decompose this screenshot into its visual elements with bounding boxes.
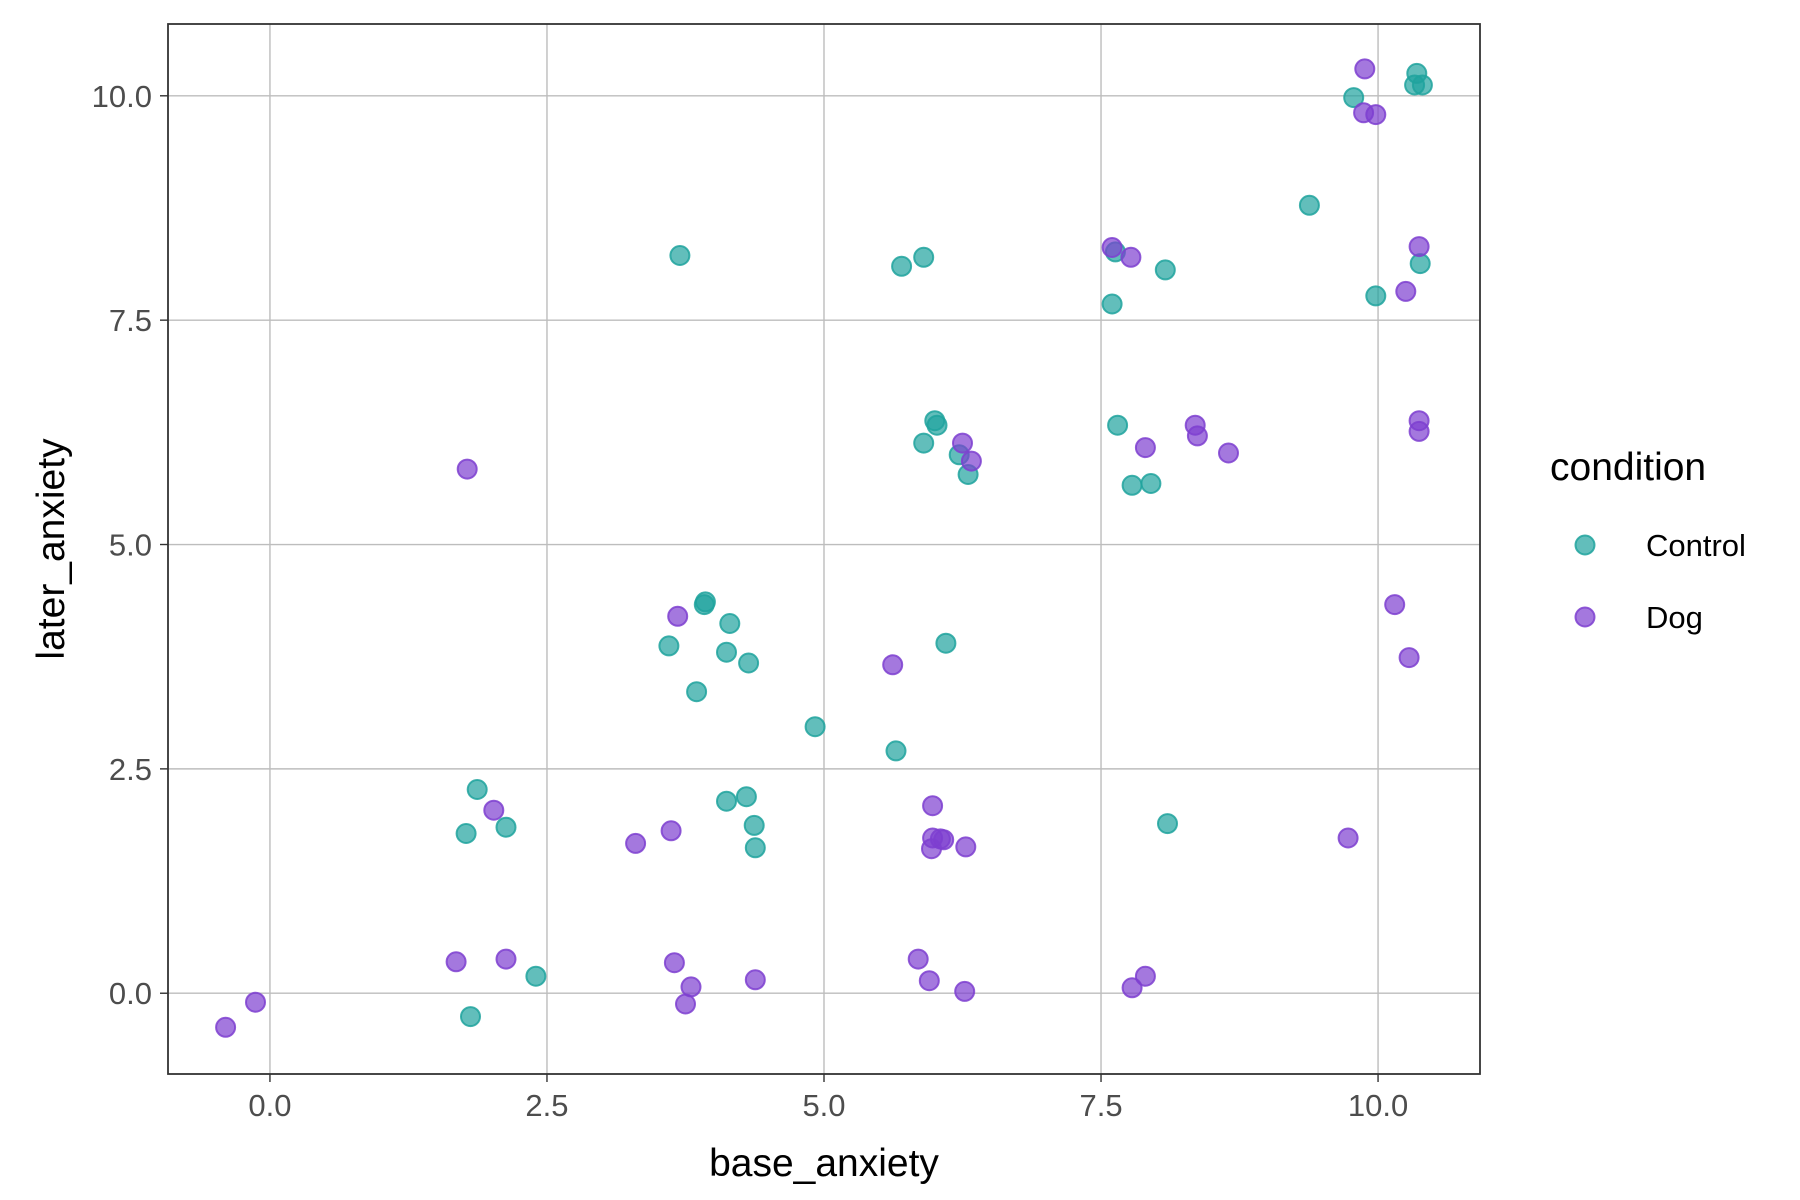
- dog-point-27: [483, 799, 505, 821]
- dog-point-25: [955, 836, 977, 858]
- dog-point-24: [921, 838, 942, 860]
- dog-point-35: [680, 976, 702, 998]
- legend-key-dog: [1574, 606, 1596, 628]
- dog-point-14: [1218, 442, 1239, 464]
- y-tick-label-4: 10.0: [92, 79, 152, 114]
- dog-point-2: [1365, 104, 1387, 126]
- control-point-28: [935, 632, 957, 654]
- dog-point-34: [663, 952, 685, 974]
- dog-point-18: [667, 605, 689, 627]
- dog-point-19: [882, 654, 904, 676]
- y-tick-label-1: 2.5: [109, 752, 152, 787]
- dog-point-8: [1408, 420, 1430, 442]
- control-point-19: [1121, 474, 1143, 496]
- control-point-31: [716, 790, 737, 812]
- control-point-15: [913, 432, 935, 454]
- dog-point-13: [1134, 437, 1156, 459]
- legend-key-control: [1574, 534, 1596, 556]
- legend-label-dog: Dog: [1646, 600, 1703, 635]
- dog-point-36: [675, 993, 696, 1015]
- dog-point-37: [744, 969, 766, 991]
- dog-point-32: [215, 1016, 237, 1038]
- dog-point-5: [1101, 237, 1123, 258]
- dog-point-4: [1395, 280, 1417, 302]
- dog-point-42: [1134, 965, 1156, 987]
- dog-point-17: [1398, 647, 1420, 669]
- dog-point-40: [954, 980, 976, 1002]
- control-point-7: [669, 245, 691, 266]
- y-tick-label-0: 0.0: [109, 976, 152, 1011]
- control-point-18: [1107, 414, 1129, 436]
- control-point-14: [926, 414, 948, 436]
- control-point-24: [658, 635, 680, 657]
- control-point-25: [716, 641, 737, 663]
- control-point-9: [913, 246, 935, 268]
- dog-point-31: [495, 948, 517, 970]
- control-point-8: [891, 255, 913, 277]
- control-point-38: [495, 816, 517, 838]
- legend-title: condition: [1550, 446, 1706, 489]
- control-point-20: [1140, 473, 1162, 494]
- control-point-11: [1154, 259, 1176, 281]
- x-axis-title: base_anxiety: [709, 1142, 939, 1185]
- control-point-4: [1298, 194, 1320, 216]
- dog-point-9: [952, 432, 973, 454]
- dog-point-15: [456, 458, 478, 480]
- dog-point-30: [445, 951, 467, 973]
- dog-point-29: [625, 832, 647, 854]
- control-point-30: [885, 740, 907, 762]
- control-point-29: [804, 716, 826, 738]
- control-point-23: [719, 613, 741, 634]
- control-point-3: [1343, 87, 1365, 109]
- axis-ticks: 0.0 2.5 5.0 7.5 10.0 0.0 2.5 5.0 7.5 10.0: [92, 79, 1409, 1123]
- y-tick-label-3: 7.5: [109, 303, 152, 338]
- control-point-40: [460, 1006, 481, 1028]
- control-point-26: [738, 652, 760, 674]
- control-point-33: [743, 814, 765, 836]
- control-point-6: [1365, 285, 1387, 307]
- dog-point-6: [1120, 246, 1142, 268]
- x-tick-label-0: 0.0: [248, 1088, 291, 1123]
- dog-point-41: [1121, 977, 1143, 999]
- control-point-32: [735, 786, 757, 808]
- dog-point-3: [1408, 236, 1430, 258]
- data-points: [215, 58, 1433, 1038]
- legend-label-control: Control: [1646, 528, 1746, 563]
- x-tick-label-3: 7.5: [1079, 1088, 1122, 1123]
- x-tick-label-4: 10.0: [1348, 1088, 1408, 1123]
- legend: condition Control Dog: [1550, 446, 1746, 635]
- legend-items: Control Dog: [1574, 528, 1746, 635]
- dog-point-28: [660, 820, 682, 842]
- control-point-2: [1411, 74, 1433, 96]
- dog-point-33: [245, 991, 266, 1013]
- dog-point-26: [1337, 827, 1359, 849]
- dog-point-10: [960, 450, 982, 472]
- control-point-22: [693, 594, 715, 616]
- control-point-35: [1157, 813, 1178, 835]
- grid-lines: [168, 24, 1480, 1074]
- y-axis-title: later_anxiety: [30, 438, 73, 660]
- control-point-36: [466, 779, 488, 800]
- dog-point-0: [1354, 58, 1376, 80]
- x-tick-label-2: 5.0: [802, 1088, 845, 1123]
- dog-point-12: [1186, 425, 1208, 447]
- dog-point-20: [922, 795, 944, 817]
- control-point-37: [455, 823, 477, 844]
- control-point-39: [525, 965, 547, 987]
- dog-point-39: [918, 970, 940, 992]
- control-point-12: [1101, 293, 1123, 315]
- y-tick-label-2: 5.0: [109, 528, 152, 563]
- control-point-34: [744, 837, 766, 859]
- control-point-27: [686, 681, 708, 703]
- x-tick-label-1: 2.5: [525, 1088, 568, 1123]
- dog-point-38: [907, 948, 929, 970]
- dog-point-16: [1384, 594, 1406, 616]
